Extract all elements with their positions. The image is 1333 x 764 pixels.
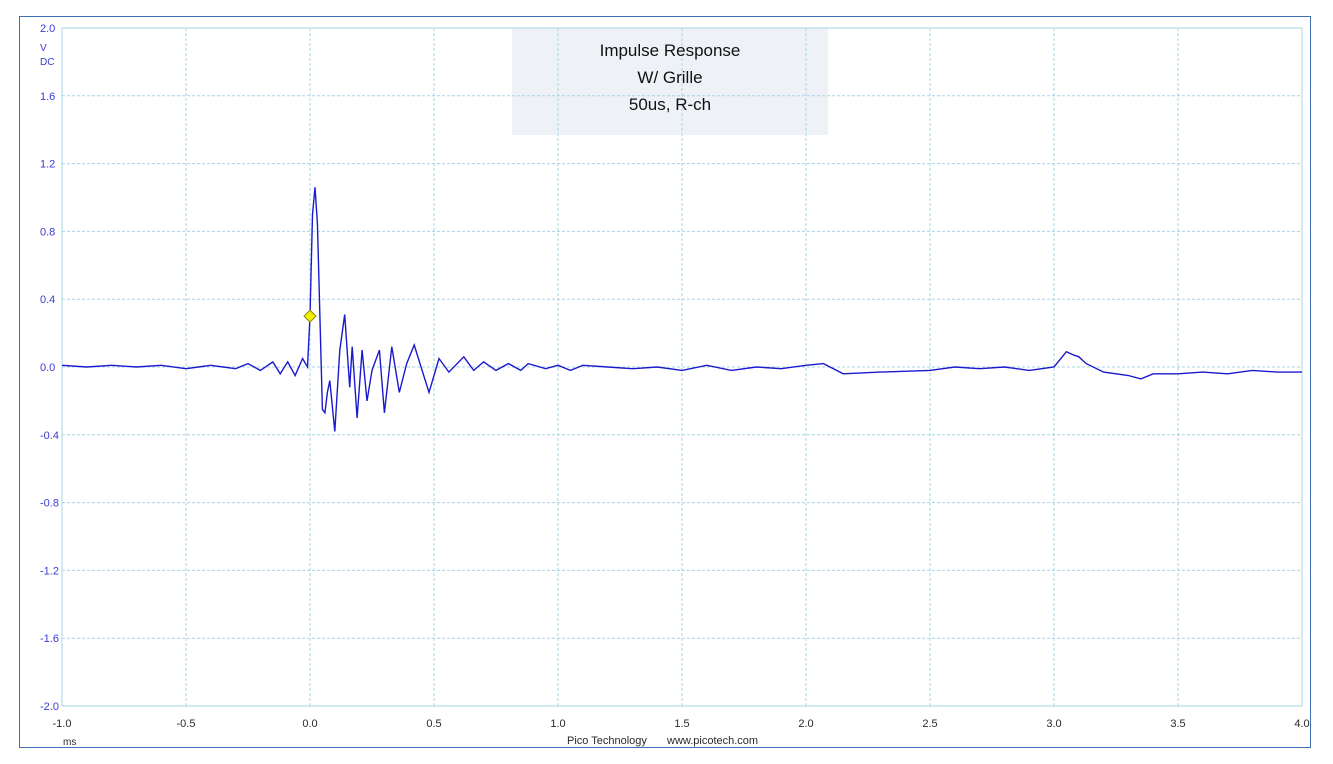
footer-url: www.picotech.com: [666, 735, 758, 747]
footer-vendor: Pico Technology: [567, 735, 647, 747]
y-tick-label: -2.0: [40, 701, 59, 713]
x-tick-label: 3.0: [1046, 718, 1061, 730]
y-tick-label: 1.6: [40, 91, 55, 103]
y-tick-label: 2.0: [40, 23, 55, 35]
x-axis-ticks: -1.0 -0.5 0.0 0.5 1.0 1.5 2.0 2.5 3.0 3.5 4.0: [53, 718, 1310, 730]
y-tick-label: 0.8: [40, 226, 55, 238]
x-tick-label: 0.0: [302, 718, 317, 730]
chart-title-line-3: 50us, R-ch: [629, 95, 711, 114]
x-tick-label: -1.0: [53, 718, 72, 730]
y-tick-label: -0.4: [40, 430, 59, 442]
x-tick-label: -0.5: [177, 718, 196, 730]
x-tick-label: 0.5: [426, 718, 441, 730]
y-tick-label: -1.6: [40, 633, 59, 645]
x-tick-label: 1.5: [674, 718, 689, 730]
x-tick-label: 3.5: [1170, 718, 1185, 730]
chart-svg: 2.0 1.6 1.2 0.8 0.4 0.0 -0.4 -0.8 -1.2 -1.6 -2.0 -…: [40, 23, 1310, 748]
y-tick-label: -0.8: [40, 498, 59, 510]
grid-layer: [61, 27, 1303, 707]
y-unit-label-dc: DC: [40, 57, 54, 68]
series-trace-line: [61, 187, 1302, 432]
y-unit-label-v: V: [40, 43, 47, 54]
x-tick-label: 2.5: [922, 718, 937, 730]
chart-title-line-2: W/ Grille: [637, 68, 702, 87]
x-tick-label: 2.0: [798, 718, 813, 730]
y-tick-label: 1.2: [40, 159, 55, 171]
y-tick-label: 0.0: [40, 362, 55, 374]
x-tick-label: 1.0: [550, 718, 565, 730]
x-tick-label: 4.0: [1294, 718, 1309, 730]
y-axis-ticks: 2.0 1.6 1.2 0.8 0.4 0.0 -0.4 -0.8 -1.2 -1.6 -2.0: [40, 23, 59, 713]
chart-title-line-1: Impulse Response: [600, 41, 741, 60]
y-tick-label: -1.2: [40, 565, 59, 577]
title-box: [512, 28, 828, 135]
y-tick-label: 0.4: [40, 294, 55, 306]
x-unit-label: ms: [63, 737, 76, 748]
chart-frame: 2.0 1.6 1.2 0.8 0.4 0.0 -0.4 -0.8 -1.2 -1.6 -2.0 -…: [19, 16, 1311, 748]
trigger-marker[interactable]: [303, 309, 317, 323]
